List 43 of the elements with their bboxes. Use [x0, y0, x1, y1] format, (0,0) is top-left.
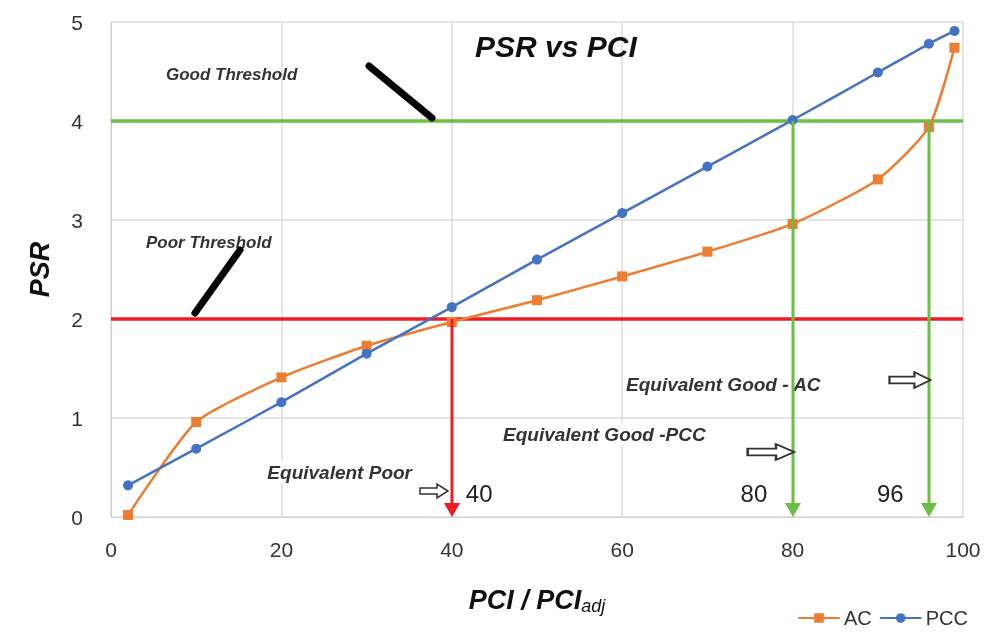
point	[702, 246, 713, 257]
point	[191, 443, 202, 454]
chart-title: PSR vs PCI	[475, 29, 638, 63]
point	[532, 254, 542, 265]
annotation: Equivalent Good - AC	[626, 373, 821, 395]
y-tick-label: 1	[71, 406, 83, 430]
y-axis-title: PSR	[24, 241, 55, 298]
x-tick-label: 0	[105, 538, 117, 561]
point	[949, 42, 960, 53]
point	[276, 372, 287, 383]
legend-label: PCC	[925, 607, 969, 629]
point	[276, 397, 287, 408]
ref-line-label: Good Threshold	[166, 65, 298, 84]
x-tick-label: 60	[610, 538, 634, 561]
annotation: 96	[876, 479, 904, 509]
y-tick-label: 2	[71, 307, 83, 331]
annotation: Equivalent Poor	[267, 461, 414, 483]
x-tick-label: 20	[269, 538, 294, 561]
point	[191, 416, 202, 427]
y-tick-label: 3	[71, 208, 83, 232]
y-tick-label: 0	[71, 505, 83, 529]
point	[532, 295, 542, 306]
point	[872, 174, 883, 185]
point	[361, 348, 372, 359]
annotation: 40	[465, 479, 493, 509]
point	[446, 302, 457, 313]
point	[123, 480, 134, 491]
legend-label: AC	[843, 607, 872, 629]
annotation: 80	[740, 479, 768, 509]
point	[617, 208, 628, 219]
x-tick-label: 100	[945, 538, 981, 561]
x-tick-label: 80	[780, 538, 805, 561]
point	[872, 67, 883, 78]
y-tick-label: 5	[71, 10, 83, 34]
ref-line-label: Poor Threshold	[146, 233, 273, 252]
y-tick-label: 4	[71, 109, 84, 133]
point	[123, 510, 134, 521]
x-tick-label: 40	[440, 538, 464, 561]
point	[949, 25, 960, 36]
point	[702, 161, 713, 172]
point	[923, 38, 934, 49]
point	[617, 271, 628, 282]
annotation: Equivalent Good -PCC	[503, 423, 706, 445]
